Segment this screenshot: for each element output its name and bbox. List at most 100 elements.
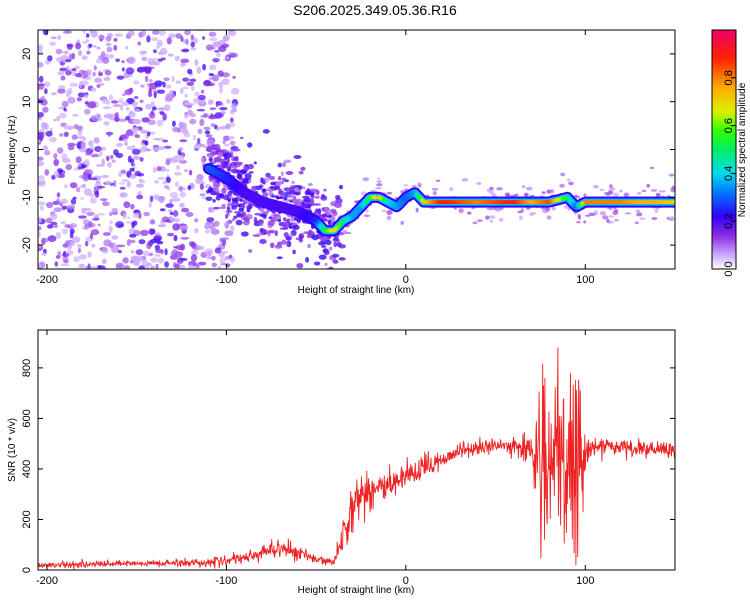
snr-axes: -200 -100 0 100 0 200 400 600 800 xyxy=(21,330,675,587)
spectrogram-halo-blob xyxy=(387,191,392,195)
spectrogram-noise-blob xyxy=(110,100,119,104)
spectrogram-halo-blob xyxy=(604,192,611,195)
spectrogram-noise-blob xyxy=(172,93,176,98)
spectrogram-noise-blob xyxy=(67,87,73,95)
spectrogram-noise-blob xyxy=(162,113,167,121)
spectrogram-noise-blob xyxy=(65,164,72,171)
spectrogram-noise-blob xyxy=(151,106,157,111)
spectrogram-noise-blob xyxy=(335,195,341,200)
snr-ytick-label: 0 xyxy=(21,567,33,573)
spectrogram-halo-blob xyxy=(458,208,464,214)
spectrogram-noise-blob xyxy=(63,131,69,137)
spectrogram-noise-blob xyxy=(135,183,145,188)
spectrogram-noise-blob xyxy=(332,259,339,264)
spectrogram-noise-blob xyxy=(84,169,94,176)
spectrogram-noise-blob xyxy=(75,73,82,78)
spectrogram-ytick-label: 10 xyxy=(21,96,33,108)
spectrogram-noise-blob xyxy=(213,220,220,227)
spectrogram-noise-blob xyxy=(212,183,221,188)
spectrogram-noise-blob xyxy=(125,107,130,111)
spectrogram-halo-blob xyxy=(650,189,658,192)
spectrogram-halo-blob xyxy=(609,187,616,192)
spectrogram-noise-blob xyxy=(38,230,41,238)
spectrogram-noise-blob xyxy=(148,112,156,119)
spectrogram-noise-blob xyxy=(125,116,131,121)
spectrogram-noise-blob xyxy=(214,50,220,53)
spectrogram-noise-blob xyxy=(109,211,113,217)
spectrogram-noise-blob xyxy=(177,127,182,133)
spectrogram-noise-blob xyxy=(289,187,295,190)
spectrogram-noise-blob xyxy=(77,92,86,98)
spectrogram-noise-blob xyxy=(38,62,44,68)
spectrogram-noise-blob xyxy=(313,203,322,206)
spectrogram-noise-blob xyxy=(157,224,167,228)
snr-ylabel: SNR (10 * v/v) xyxy=(7,418,18,482)
spectrogram-noise-blob xyxy=(219,86,223,94)
spectrogram-halo-blob xyxy=(486,188,491,192)
spectrogram-noise-blob xyxy=(184,101,191,106)
spectrogram-noise-blob xyxy=(329,208,337,214)
spectrogram-noise-blob xyxy=(174,251,184,258)
spectrogram-noise-blob xyxy=(283,232,289,238)
spectrogram-noise-blob xyxy=(57,35,61,41)
spectrogram-noise-blob xyxy=(152,49,157,54)
spectrogram-noise-blob xyxy=(284,179,289,183)
spectrogram-noise-blob xyxy=(163,184,169,189)
spectrogram-noise-blob xyxy=(78,50,83,56)
spectrogram-noise-blob xyxy=(63,107,67,111)
spectrogram-halo-blob xyxy=(566,178,571,182)
spectrogram-noise-blob xyxy=(165,159,171,166)
spectrogram-noise-blob xyxy=(71,52,76,60)
spectrogram-noise-blob xyxy=(140,129,148,134)
spectrogram-noise-blob xyxy=(221,237,230,240)
spectrogram-halo-blob xyxy=(573,194,579,198)
spectrogram-halo-blob xyxy=(521,185,526,188)
spectrogram-noise-blob xyxy=(233,215,238,219)
spectrogram-noise-blob xyxy=(244,173,252,179)
spectrogram-noise-blob xyxy=(271,195,278,198)
snr-ytick-label: 600 xyxy=(21,409,33,427)
spectrogram-noise-blob xyxy=(113,104,121,108)
spectrogram-noise-blob xyxy=(60,263,70,267)
spectrogram-noise-blob xyxy=(84,94,89,99)
spectrogram-noise-blob xyxy=(114,116,120,123)
spectrogram-noise-blob xyxy=(277,218,282,222)
spectrogram-noise-blob xyxy=(96,46,101,50)
spectrogram-noise-blob xyxy=(169,254,178,260)
spectrogram-noise-blob xyxy=(216,52,222,58)
spectrogram-noise-blob xyxy=(234,161,242,168)
spectrogram-noise-blob xyxy=(292,249,296,255)
spectrogram-noise-blob xyxy=(38,180,44,187)
spectrogram-noise-blob xyxy=(288,199,294,203)
spectrogram-xtick-label: -100 xyxy=(215,274,237,286)
spectrogram-noise-blob xyxy=(181,129,189,135)
spectrogram-noise-blob xyxy=(285,219,289,225)
spectrogram-noise-blob xyxy=(62,50,69,55)
spectrogram-noise-blob xyxy=(69,82,79,87)
spectrogram-noise-blob xyxy=(225,56,230,60)
spectrogram-noise-blob xyxy=(268,191,273,197)
spectrogram-halo-blob xyxy=(568,181,574,186)
spectrogram-noise-blob xyxy=(328,246,333,251)
spectrogram-noise-blob xyxy=(55,48,63,55)
spectrogram-noise-blob xyxy=(230,225,235,233)
spectrogram-halo-blob xyxy=(488,215,496,219)
spectrogram-noise-blob xyxy=(231,218,236,221)
spectrogram-noise-blob xyxy=(132,103,138,108)
spectrogram-noise-blob xyxy=(75,156,82,164)
spectrogram-noise-blob xyxy=(214,112,222,119)
spectrogram-noise-blob xyxy=(143,250,150,257)
spectrogram-noise-blob xyxy=(332,253,340,258)
spectrogram-noise-blob xyxy=(138,239,146,245)
spectrogram-noise-blob xyxy=(143,211,150,217)
spectrogram-noise-blob xyxy=(90,177,98,181)
spectrogram-noise-blob xyxy=(219,257,226,264)
spectrogram-halo-blob xyxy=(613,219,620,222)
spectrogram-noise-blob xyxy=(88,140,94,147)
spectrogram-noise-blob xyxy=(195,263,200,268)
spectrogram-noise-blob xyxy=(38,243,42,249)
spectrogram-noise-blob xyxy=(319,237,327,242)
spectrogram-noise-blob xyxy=(116,142,124,147)
spectrogram-noise-blob xyxy=(181,207,190,213)
spectrogram-noise-blob xyxy=(78,263,85,268)
